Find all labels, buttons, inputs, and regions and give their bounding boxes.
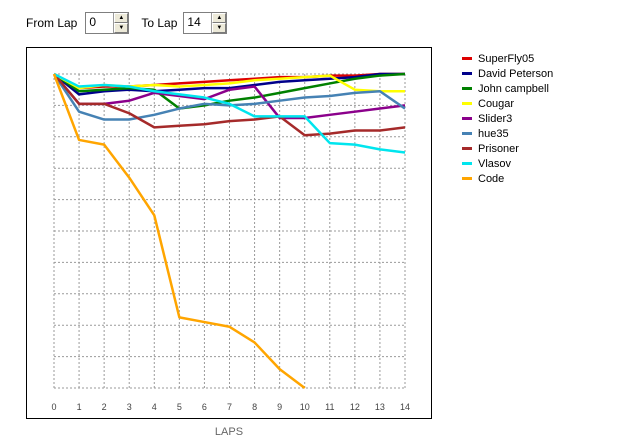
x-tick-label: 4 (152, 402, 157, 412)
legend-swatch (462, 72, 472, 75)
x-tick-label: 14 (400, 402, 410, 412)
lap-chart-frame: 0 1 2 3 4 5 6 7 8 9 10 11 12 13 14 (26, 47, 432, 419)
series-line-prisoner (53, 73, 406, 137)
legend-label: John campbell (478, 82, 549, 95)
legend-item: Slider3 (462, 111, 553, 126)
legend-swatch (462, 177, 472, 180)
legend-item: Code (462, 171, 553, 186)
triangle-up-icon: ▲ (216, 15, 223, 21)
from-lap-input[interactable] (86, 13, 114, 31)
x-tick-label: 8 (252, 402, 257, 412)
to-lap-input[interactable] (184, 13, 212, 31)
x-tick-label: 11 (325, 402, 334, 412)
legend-item: SuperFly05 (462, 51, 553, 66)
legend-label: Code (478, 172, 505, 185)
series-line-hue35 (52, 73, 406, 121)
x-tick-label: 12 (350, 402, 360, 412)
legend-item: John campbell (462, 81, 553, 96)
triangle-up-icon: ▲ (118, 15, 125, 21)
to-lap-spinner[interactable]: ▲ ▼ (183, 12, 228, 34)
legend-item: hue35 (462, 126, 553, 141)
to-lap-label: To Lap (141, 16, 178, 30)
series-line-david-peterson (53, 72, 405, 96)
x-tick-label: 6 (202, 402, 207, 412)
from-lap-spinner[interactable]: ▲ ▼ (85, 12, 130, 34)
x-tick-label: 7 (227, 402, 232, 412)
series-line-slider3 (53, 73, 406, 120)
x-axis-label: LAPS (214, 426, 244, 438)
legend-swatch (462, 147, 472, 150)
series-line-vlasov (53, 72, 406, 154)
legend-item: Vlasov (462, 156, 553, 171)
legend-swatch (462, 102, 472, 105)
legend-label: SuperFly05 (478, 52, 535, 65)
legend-label: Slider3 (478, 112, 513, 125)
x-tick-label: 9 (277, 402, 282, 412)
x-tick-label: 3 (127, 402, 132, 412)
legend-label: Vlasov (478, 157, 512, 170)
to-lap-up-button[interactable]: ▲ (212, 13, 227, 23)
triangle-down-icon: ▼ (216, 25, 223, 31)
lap-chart: 0 1 2 3 4 5 6 7 8 9 10 11 12 13 14 (51, 72, 410, 412)
legend-swatch (462, 57, 472, 60)
legend-label: David Peterson (478, 67, 554, 80)
legend-label: Prisoner (478, 142, 519, 155)
chart-x-ticks: 0 1 2 3 4 5 6 7 8 9 10 11 12 13 14 (51, 402, 410, 412)
from-lap-down-button[interactable]: ▼ (114, 23, 129, 33)
chart-series-lines (52, 72, 406, 389)
series-line-code (52, 73, 306, 389)
from-lap-up-button[interactable]: ▲ (114, 13, 129, 23)
legend-item: David Peterson (462, 66, 553, 81)
from-lap-label: From Lap (26, 16, 78, 30)
x-tick-label: 1 (77, 402, 82, 412)
x-tick-label: 5 (177, 402, 182, 412)
x-tick-label: 2 (102, 402, 107, 412)
x-tick-label: 13 (375, 402, 385, 412)
lap-range-toolbar: From Lap ▲ ▼ To Lap ▲ ▼ (26, 12, 228, 34)
legend-item: Cougar (462, 96, 553, 111)
legend-item: Prisoner (462, 141, 553, 156)
legend-swatch (462, 87, 472, 90)
legend-swatch (462, 132, 472, 135)
to-lap-down-button[interactable]: ▼ (212, 23, 227, 33)
x-tick-label: 0 (51, 402, 56, 412)
chart-legend: SuperFly05 David Peterson John campbell Cou… (462, 51, 553, 186)
legend-label: Cougar (478, 97, 515, 110)
legend-swatch (462, 162, 472, 165)
x-tick-label: 10 (300, 402, 310, 412)
series-line-john-campbell (53, 72, 406, 110)
legend-label: hue35 (478, 127, 509, 140)
legend-swatch (462, 117, 472, 120)
triangle-down-icon: ▼ (118, 25, 125, 31)
